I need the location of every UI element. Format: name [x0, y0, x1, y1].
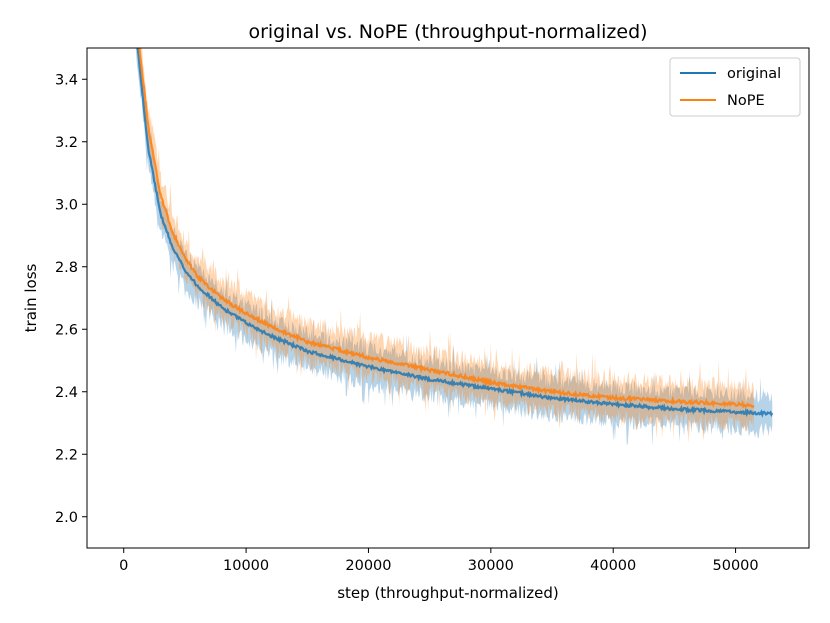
series-line-nope [138, 48, 755, 409]
y-tick-label: 2.0 [55, 510, 78, 526]
y-tick-label: 2.4 [55, 385, 78, 401]
plot-frame [86, 47, 810, 549]
legend-label-original: original [727, 66, 781, 82]
legend-label-nope: NoPE [727, 93, 765, 109]
x-tick-label: 30000 [468, 558, 514, 574]
y-axis: 2.0 2.2 2.4 2.6 2.8 3.0 3.2 3.4 [55, 72, 87, 526]
x-axis: 0 10000 20000 30000 40000 50000 [119, 548, 759, 574]
x-tick-label: 10000 [223, 558, 269, 574]
x-tick-label: 50000 [713, 558, 759, 574]
chart-title: original vs. NoPE (throughput-normalized… [248, 21, 647, 43]
y-tick-label: 2.2 [55, 447, 78, 463]
band-nope [136, 48, 754, 444]
y-axis-label: train loss [22, 263, 40, 332]
y-tick-label: 3.4 [55, 72, 78, 88]
plot-area [135, 48, 774, 447]
x-tick-label: 0 [119, 558, 128, 574]
x-tick-label: 20000 [345, 558, 391, 574]
y-tick-label: 3.2 [55, 135, 78, 151]
series-line-original [136, 48, 774, 418]
legend: original NoPE [669, 57, 801, 117]
y-tick-label: 2.8 [55, 260, 78, 276]
y-tick-label: 3.0 [55, 197, 78, 213]
y-tick-label: 2.6 [55, 322, 78, 338]
x-axis-label: step (throughput-normalized) [337, 584, 559, 602]
x-tick-label: 40000 [590, 558, 636, 574]
